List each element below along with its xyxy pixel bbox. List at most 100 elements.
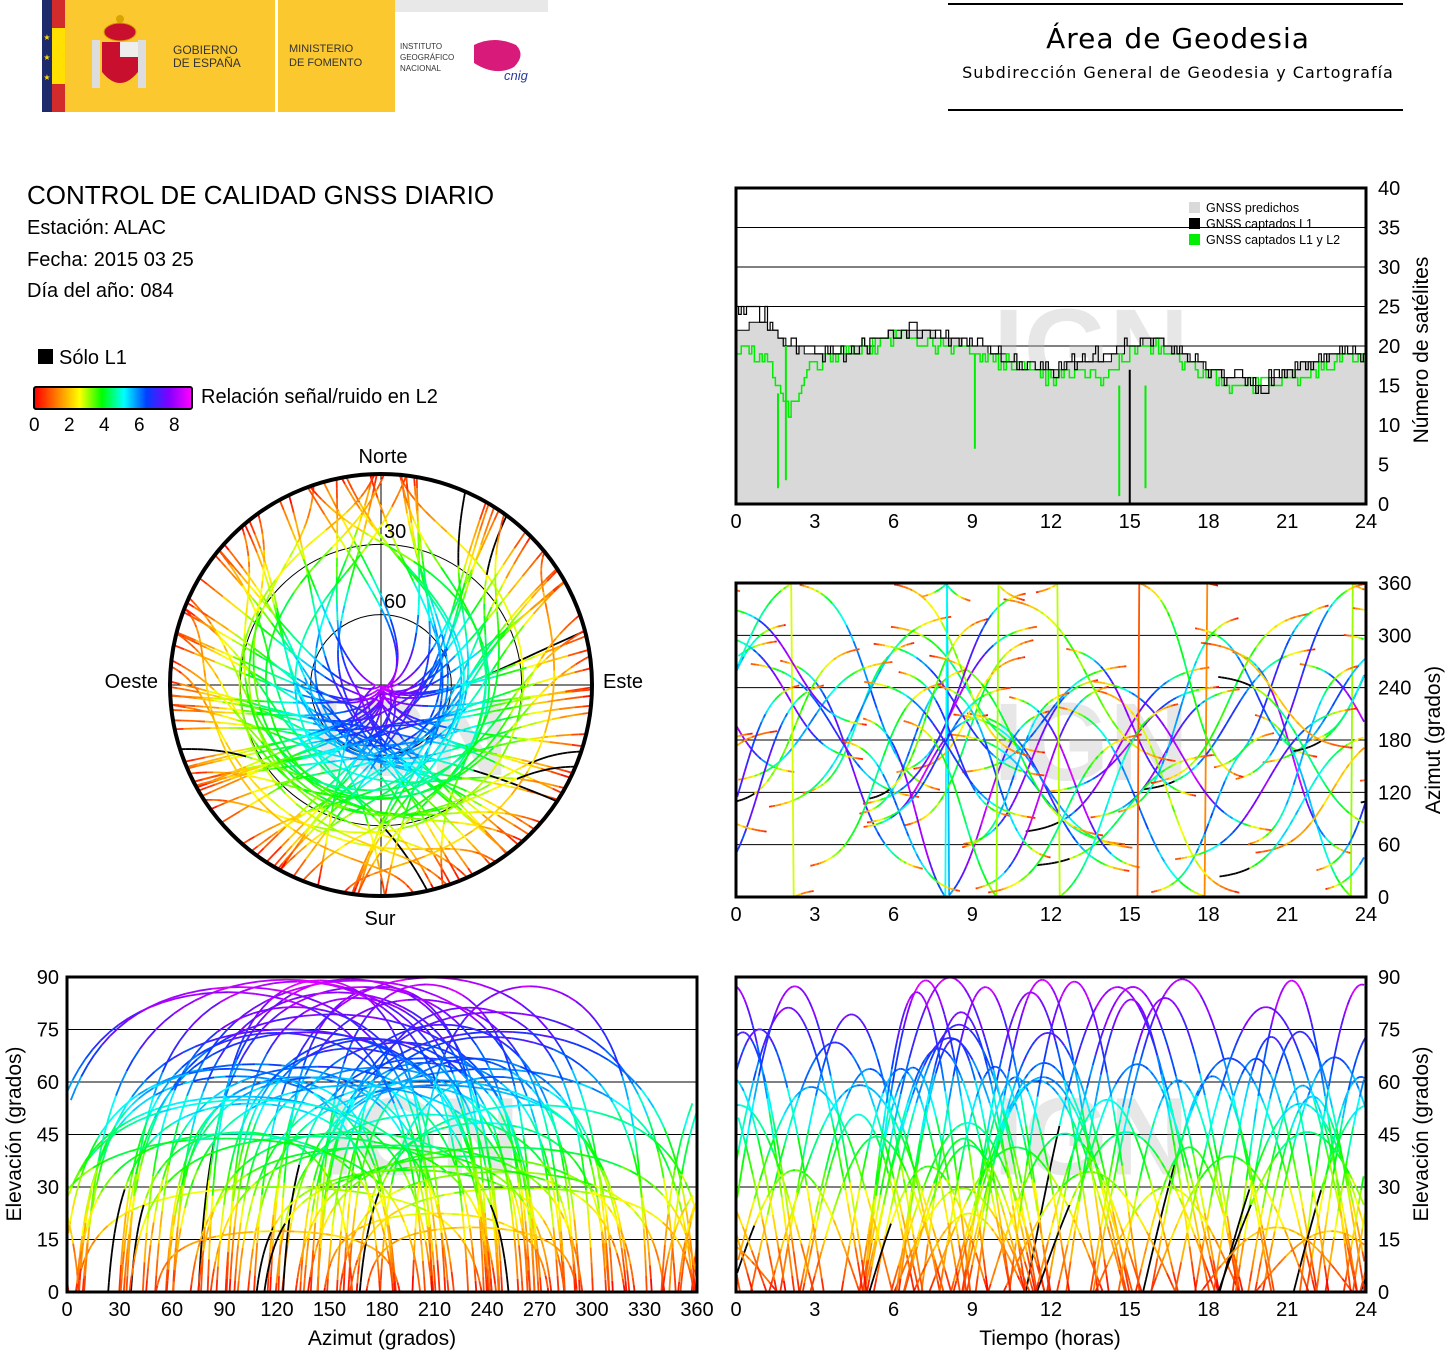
x-tick-label: 300 xyxy=(575,1299,608,1321)
track-segment xyxy=(800,683,805,688)
track-segment xyxy=(1308,785,1313,791)
track-segment xyxy=(1358,586,1361,589)
track-segment xyxy=(1035,785,1041,792)
track-segment xyxy=(933,740,937,745)
track-segment xyxy=(953,694,958,702)
track-segment xyxy=(914,677,918,680)
track-segment xyxy=(1190,889,1195,893)
track-segment xyxy=(861,666,866,674)
track-segment xyxy=(853,759,859,765)
track-segment xyxy=(878,793,882,797)
track-segment xyxy=(1128,783,1133,791)
track-segment xyxy=(1275,846,1279,850)
track-segment xyxy=(759,771,763,775)
track-segment xyxy=(1232,872,1237,875)
track-segment xyxy=(1108,791,1113,799)
track-segment xyxy=(968,843,972,847)
track-segment xyxy=(1073,781,1078,789)
track-segment xyxy=(1104,846,1108,851)
track-segment xyxy=(1036,713,1040,718)
track-segment xyxy=(757,634,761,638)
track-segment xyxy=(854,670,858,674)
track-segment xyxy=(919,717,923,723)
track-segment xyxy=(954,662,959,666)
track-segment xyxy=(778,725,782,731)
track-segment xyxy=(1222,886,1226,890)
track-segment xyxy=(1047,760,1052,768)
track-segment xyxy=(1025,734,1030,741)
track-segment xyxy=(1250,662,1255,667)
track-segment xyxy=(1260,837,1264,841)
track-segment xyxy=(752,800,757,809)
track-segment xyxy=(745,820,750,828)
track-segment xyxy=(1321,841,1325,848)
track-segment xyxy=(917,705,922,710)
track-segment xyxy=(779,768,783,771)
track-segment xyxy=(921,817,925,820)
track-segment xyxy=(982,715,987,719)
track-segment xyxy=(1020,598,1023,601)
track-segment xyxy=(885,816,889,819)
track-segment xyxy=(1021,593,1024,596)
track-segment xyxy=(1007,660,1011,663)
track-segment xyxy=(972,787,976,792)
track-segment xyxy=(790,703,795,708)
track-segment xyxy=(1070,881,1075,886)
track-segment xyxy=(927,593,931,596)
track-segment xyxy=(991,828,996,832)
track-segment xyxy=(1199,701,1203,706)
track-segment xyxy=(1003,887,1007,890)
track-segment xyxy=(773,735,778,742)
satellite-track xyxy=(1135,583,1243,897)
track-segment xyxy=(1269,751,1273,757)
track-segment xyxy=(1273,723,1277,727)
track-segment xyxy=(837,654,841,658)
track-segment xyxy=(1262,827,1266,831)
track-segment xyxy=(1187,793,1190,796)
track-segment xyxy=(865,798,869,806)
track-segment xyxy=(1325,734,1330,739)
track-segment xyxy=(937,788,941,791)
track-segment xyxy=(1025,774,1030,779)
track-segment xyxy=(964,598,968,601)
track-segment xyxy=(972,731,977,737)
track-segment xyxy=(993,819,997,824)
track-segment xyxy=(987,832,991,836)
track-segment xyxy=(1325,887,1328,891)
track-segment xyxy=(1000,804,1005,810)
track-segment xyxy=(833,657,837,661)
track-segment xyxy=(778,669,782,673)
track-segment xyxy=(1152,840,1158,848)
track-segment xyxy=(1091,680,1094,683)
track-segment xyxy=(1039,708,1044,713)
track-segment xyxy=(933,696,937,701)
track-segment xyxy=(1011,696,1014,699)
track-segment xyxy=(477,1139,481,1154)
track-segment xyxy=(1355,751,1360,756)
track-segment xyxy=(1002,662,1006,666)
track-segment xyxy=(1330,792,1335,798)
track-segment xyxy=(972,712,976,717)
track-segment xyxy=(1030,762,1035,768)
track-segment xyxy=(878,662,882,665)
track-segment xyxy=(1293,750,1297,754)
track-segment xyxy=(979,628,984,634)
track-segment xyxy=(835,754,840,761)
track-segment xyxy=(873,806,876,810)
track-segment xyxy=(754,793,759,802)
track-segment xyxy=(862,698,867,706)
track-segment xyxy=(1001,588,1006,592)
track-segment xyxy=(1215,584,1219,587)
track-segment xyxy=(1342,712,1347,718)
track-segment xyxy=(867,665,872,668)
track-segment xyxy=(1300,785,1305,793)
track-segment xyxy=(1289,616,1294,620)
track-segment xyxy=(1157,785,1161,788)
track-segment xyxy=(1274,659,1279,663)
track-segment xyxy=(981,717,986,723)
track-segment xyxy=(1018,783,1023,790)
track-segment xyxy=(1277,735,1282,741)
track-segment xyxy=(1324,733,1327,737)
header-bottom-rule xyxy=(948,109,1403,111)
track-segment xyxy=(1046,855,1049,858)
